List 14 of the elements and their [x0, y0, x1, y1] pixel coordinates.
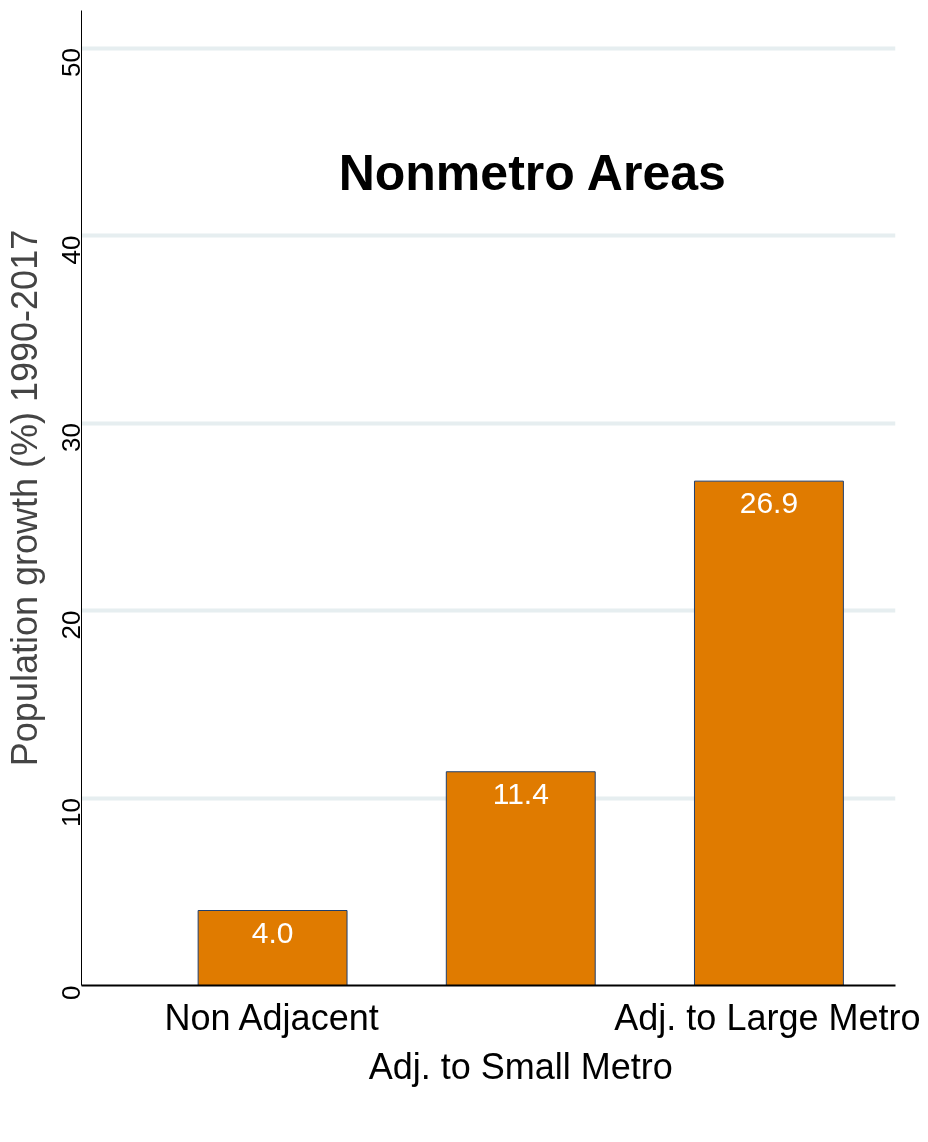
data-label: 4.0 [251, 915, 294, 949]
y-tick-label: 50 [55, 48, 86, 77]
y-axis-title: Population growth (%) 1990-2017 [3, 229, 45, 767]
y-tick-label: 0 [55, 985, 86, 1000]
y-tick-label: 30 [55, 423, 86, 452]
x-tick-label: Non Adjacent [164, 996, 379, 1038]
y-tick-label: 40 [55, 235, 86, 265]
x-tick-label: Adj. to Small Metro [368, 1045, 673, 1087]
data-label: 26.9 [739, 486, 799, 520]
x-tick-label: Adj. to Large Metro [614, 996, 921, 1038]
text: Nonmetro Areas [338, 144, 726, 201]
data-label: 11.4 [492, 776, 549, 810]
y-tick-label: 20 [55, 610, 86, 640]
y-tick-label: 10 [55, 798, 86, 827]
